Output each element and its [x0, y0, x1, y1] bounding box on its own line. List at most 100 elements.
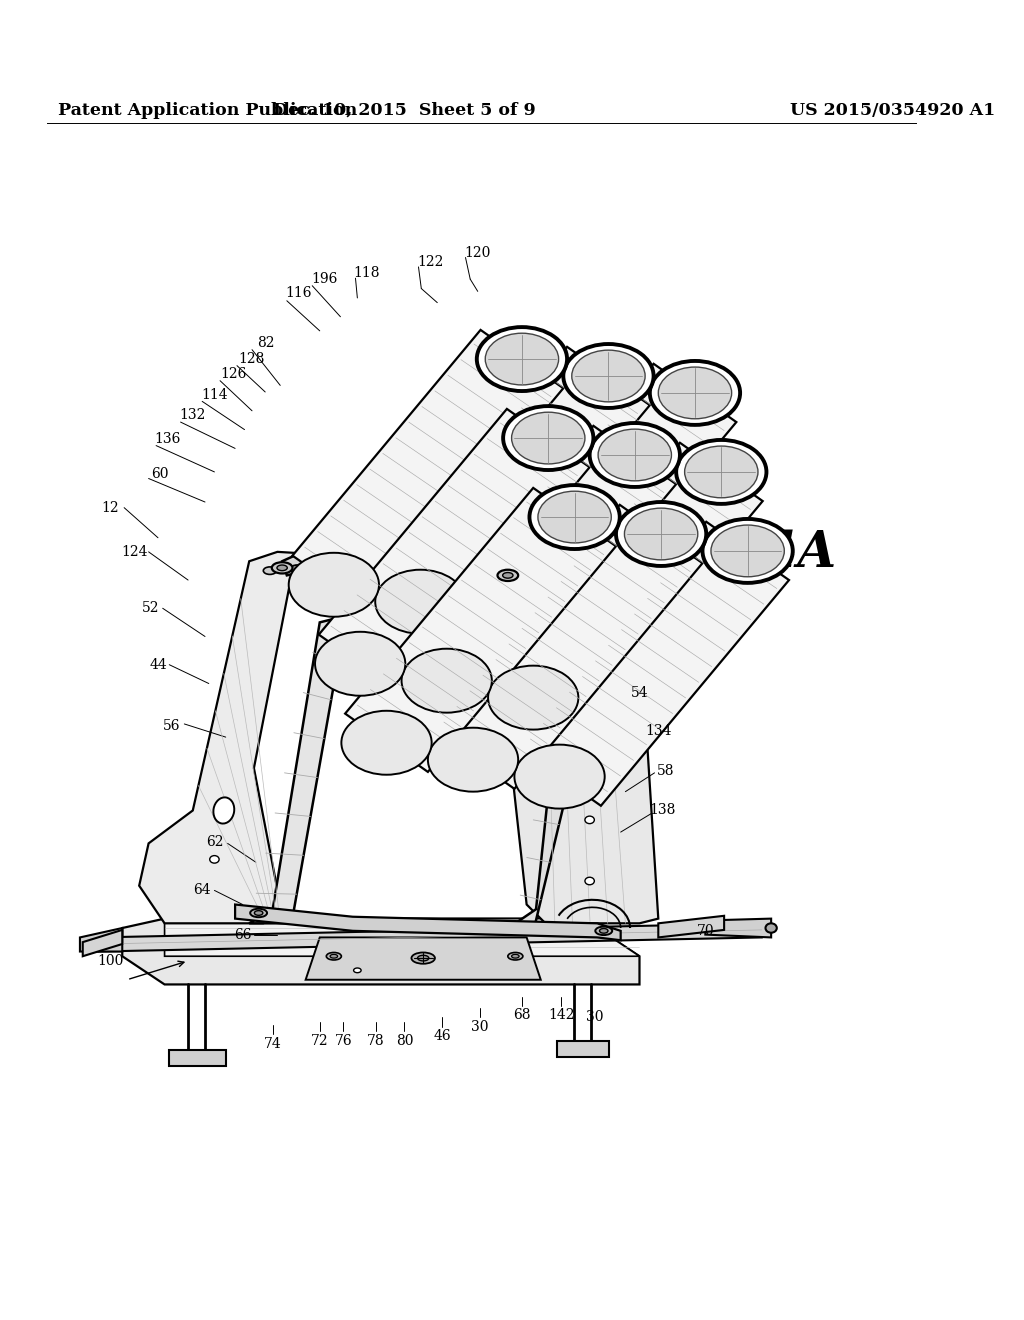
Text: 116: 116: [286, 286, 312, 300]
Ellipse shape: [658, 367, 731, 418]
Text: 62: 62: [206, 834, 223, 849]
Ellipse shape: [485, 333, 559, 385]
Text: 30: 30: [471, 1020, 488, 1034]
Polygon shape: [98, 923, 762, 952]
Ellipse shape: [289, 553, 379, 616]
Ellipse shape: [418, 956, 429, 961]
Text: 138: 138: [650, 804, 676, 817]
Text: FIG. 4A: FIG. 4A: [628, 531, 836, 579]
Polygon shape: [169, 1051, 225, 1067]
Ellipse shape: [766, 923, 777, 933]
Text: 80: 80: [395, 1034, 413, 1048]
Ellipse shape: [512, 954, 519, 958]
Ellipse shape: [263, 566, 276, 574]
Polygon shape: [706, 919, 771, 937]
Ellipse shape: [254, 911, 263, 915]
Text: 30: 30: [586, 1010, 603, 1024]
Ellipse shape: [399, 557, 410, 562]
Polygon shape: [492, 442, 763, 727]
Ellipse shape: [394, 554, 415, 565]
Polygon shape: [283, 537, 513, 579]
Ellipse shape: [585, 816, 594, 824]
Ellipse shape: [375, 570, 466, 634]
Ellipse shape: [353, 968, 361, 973]
Ellipse shape: [650, 360, 740, 425]
Text: 72: 72: [311, 1034, 329, 1048]
Text: 142: 142: [548, 1008, 574, 1023]
Ellipse shape: [514, 744, 605, 809]
Text: 118: 118: [353, 265, 380, 280]
Text: 120: 120: [465, 246, 490, 260]
Ellipse shape: [276, 565, 288, 570]
Polygon shape: [379, 347, 650, 631]
Ellipse shape: [563, 345, 653, 408]
Ellipse shape: [250, 908, 267, 917]
Ellipse shape: [213, 797, 234, 824]
Polygon shape: [305, 937, 541, 979]
Text: 52: 52: [141, 602, 159, 615]
Ellipse shape: [210, 855, 219, 863]
Ellipse shape: [503, 573, 513, 578]
Text: 128: 128: [238, 352, 264, 366]
Polygon shape: [557, 1041, 609, 1057]
Text: 82: 82: [257, 337, 274, 350]
Ellipse shape: [498, 570, 518, 581]
Ellipse shape: [508, 953, 523, 960]
Polygon shape: [318, 409, 590, 693]
Ellipse shape: [595, 927, 612, 935]
Text: 58: 58: [657, 764, 675, 777]
Text: 60: 60: [152, 467, 169, 480]
Text: 64: 64: [194, 883, 211, 898]
Ellipse shape: [428, 727, 518, 792]
Text: 76: 76: [335, 1034, 352, 1048]
Text: 56: 56: [164, 719, 181, 733]
Polygon shape: [83, 929, 122, 956]
Ellipse shape: [598, 429, 672, 480]
Ellipse shape: [412, 953, 435, 964]
Text: 134: 134: [645, 723, 672, 738]
Ellipse shape: [711, 525, 784, 577]
Ellipse shape: [590, 422, 680, 487]
Text: 46: 46: [433, 1030, 451, 1043]
Text: 78: 78: [368, 1034, 385, 1048]
Polygon shape: [139, 552, 334, 923]
Ellipse shape: [401, 648, 492, 713]
Polygon shape: [406, 426, 676, 710]
Ellipse shape: [529, 484, 620, 549]
Polygon shape: [515, 636, 602, 928]
Ellipse shape: [341, 710, 432, 775]
Polygon shape: [293, 330, 563, 614]
Polygon shape: [432, 504, 702, 789]
Ellipse shape: [271, 562, 293, 573]
Ellipse shape: [462, 586, 552, 651]
Text: 124: 124: [121, 545, 147, 558]
Polygon shape: [466, 364, 736, 648]
Ellipse shape: [685, 446, 758, 498]
Text: US 2015/0354920 A1: US 2015/0354920 A1: [790, 102, 995, 119]
Polygon shape: [345, 488, 616, 772]
Ellipse shape: [538, 491, 611, 543]
Ellipse shape: [599, 928, 608, 933]
Text: Dec. 10, 2015  Sheet 5 of 9: Dec. 10, 2015 Sheet 5 of 9: [273, 102, 536, 119]
Text: 70: 70: [696, 924, 714, 937]
Polygon shape: [122, 919, 639, 985]
Text: 136: 136: [155, 432, 180, 446]
Ellipse shape: [702, 519, 793, 583]
Ellipse shape: [571, 350, 645, 401]
Polygon shape: [236, 904, 621, 940]
Text: 114: 114: [201, 388, 227, 401]
Text: 44: 44: [150, 657, 167, 672]
Text: 196: 196: [311, 272, 338, 286]
Text: 74: 74: [264, 1036, 282, 1051]
Polygon shape: [249, 618, 343, 923]
Polygon shape: [518, 521, 790, 805]
Ellipse shape: [625, 508, 697, 560]
Ellipse shape: [503, 407, 593, 470]
Ellipse shape: [330, 954, 338, 958]
Text: 100: 100: [97, 954, 124, 968]
Text: 126: 126: [220, 367, 247, 381]
Ellipse shape: [291, 565, 304, 573]
Ellipse shape: [585, 878, 594, 884]
Ellipse shape: [616, 502, 707, 566]
Text: 54: 54: [631, 686, 648, 700]
